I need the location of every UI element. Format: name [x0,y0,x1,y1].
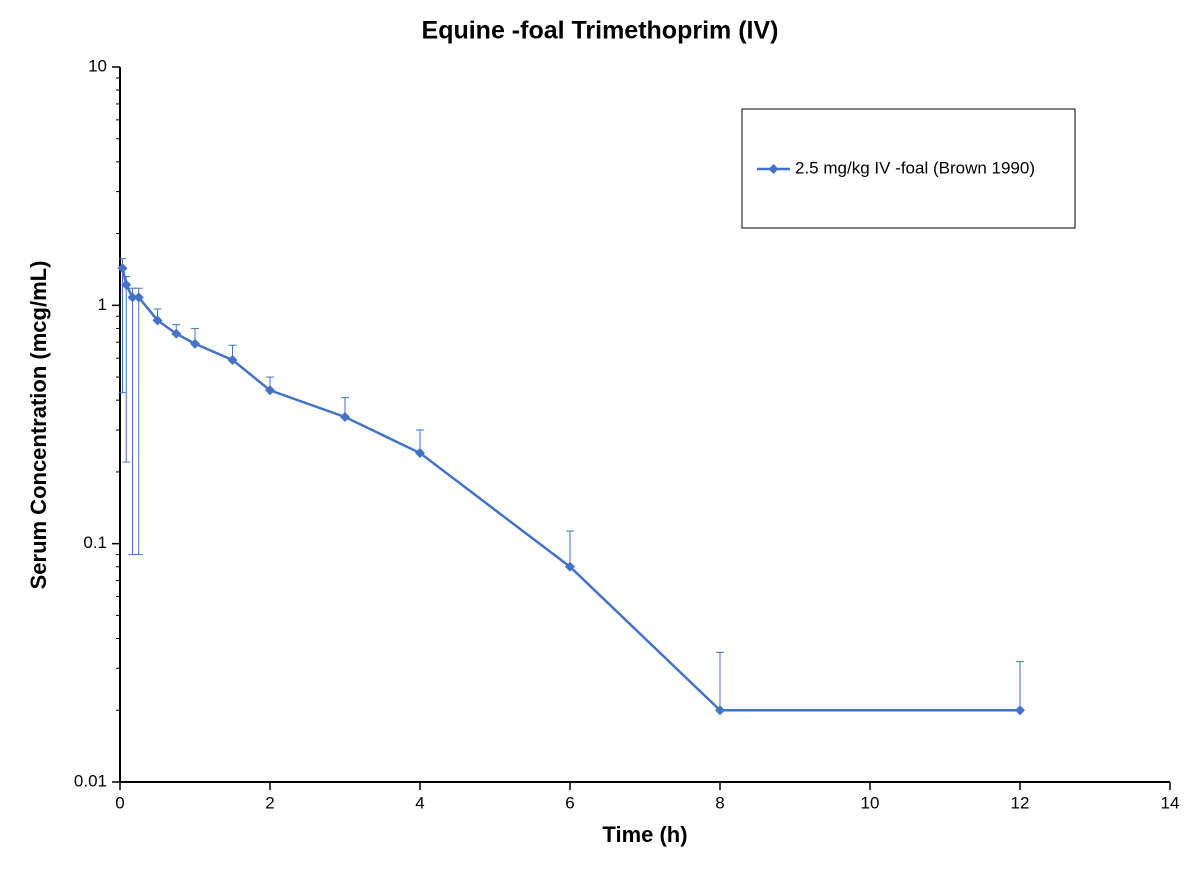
data-point [565,561,575,572]
x-tick-label: 0 [115,793,124,812]
y-axis-title: Serum Concentration (mcg/mL) [26,261,51,590]
y-tick-label: 10 [88,56,107,75]
data-point [265,385,275,396]
x-tick-label: 14 [1161,793,1180,812]
data-point [1015,705,1025,716]
data-point [117,263,128,274]
data-point [715,705,725,716]
data-point [121,279,132,290]
x-tick-label: 6 [565,793,574,812]
x-tick-label: 4 [415,793,424,812]
legend-label: 2.5 mg/kg IV -foal (Brown 1990) [795,158,1035,177]
legend-marker [768,164,779,174]
data-point [415,448,425,459]
y-tick-label: 0.01 [74,771,107,790]
data-line [121,268,1020,712]
x-tick-label: 8 [715,793,724,812]
x-tick-label: 2 [265,793,274,812]
x-axis-title: Time (h) [602,822,687,847]
data-point [171,328,182,339]
data-point [190,338,200,349]
legend-box [741,108,1076,229]
x-tick-label: 10 [861,793,880,812]
data-point [127,292,138,303]
data-point [133,292,144,303]
data-point [340,411,350,422]
data-point [227,354,238,365]
y-tick-label: 1 [98,295,107,314]
data-point [152,315,163,326]
y-tick-label: 0.1 [83,533,107,552]
x-tick-label: 12 [1011,793,1030,812]
chart-title: Equine -foal Trimethoprim (IV) [422,17,779,45]
